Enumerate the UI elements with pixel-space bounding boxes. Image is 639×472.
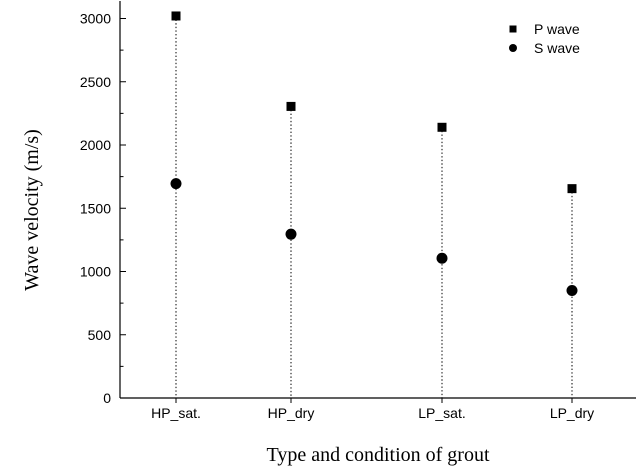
- y-tick-label: 1000: [80, 264, 111, 280]
- s-wave-point: [285, 228, 297, 240]
- p-wave-point: [286, 101, 296, 111]
- markers: [170, 11, 578, 296]
- p-wave-point: [567, 184, 577, 194]
- y-tick-label: 500: [88, 327, 112, 343]
- s-wave-point: [436, 252, 448, 264]
- s-wave-point: [170, 178, 182, 190]
- x-tick-label: LP_dry: [550, 405, 594, 421]
- x-tick-label: LP_sat.: [418, 405, 465, 421]
- legend-label-p-wave: P wave: [534, 21, 580, 37]
- x-axis-label: Type and condition of grout: [267, 444, 490, 466]
- axes: [119, 1, 636, 399]
- y-tick-label: 2500: [80, 74, 111, 90]
- legend-label-s-wave: S wave: [534, 40, 580, 56]
- y-axis-label: Wave velocity (m/s): [21, 129, 43, 291]
- p-wave-point: [171, 11, 181, 21]
- p-wave-point: [437, 122, 447, 132]
- droplines: [175, 15, 573, 398]
- x-tick-label: HP_dry: [268, 405, 315, 421]
- x-ticks: HP_sat. HP_dry LP_sat. LP_dry: [151, 398, 594, 421]
- legend-marker-p-wave: [509, 25, 517, 33]
- y-tick-label: 1500: [80, 200, 111, 216]
- y-tick-label: 2000: [80, 137, 111, 153]
- y-ticks: 0 500 1000 1500 2000 2500 3000: [80, 11, 126, 406]
- y-tick-label: 3000: [80, 11, 111, 27]
- legend: P wave S wave: [509, 21, 580, 56]
- y-tick-label: 0: [103, 390, 111, 406]
- legend-marker-s-wave: [509, 44, 517, 52]
- x-tick-label: HP_sat.: [151, 405, 201, 421]
- s-wave-point: [566, 284, 578, 296]
